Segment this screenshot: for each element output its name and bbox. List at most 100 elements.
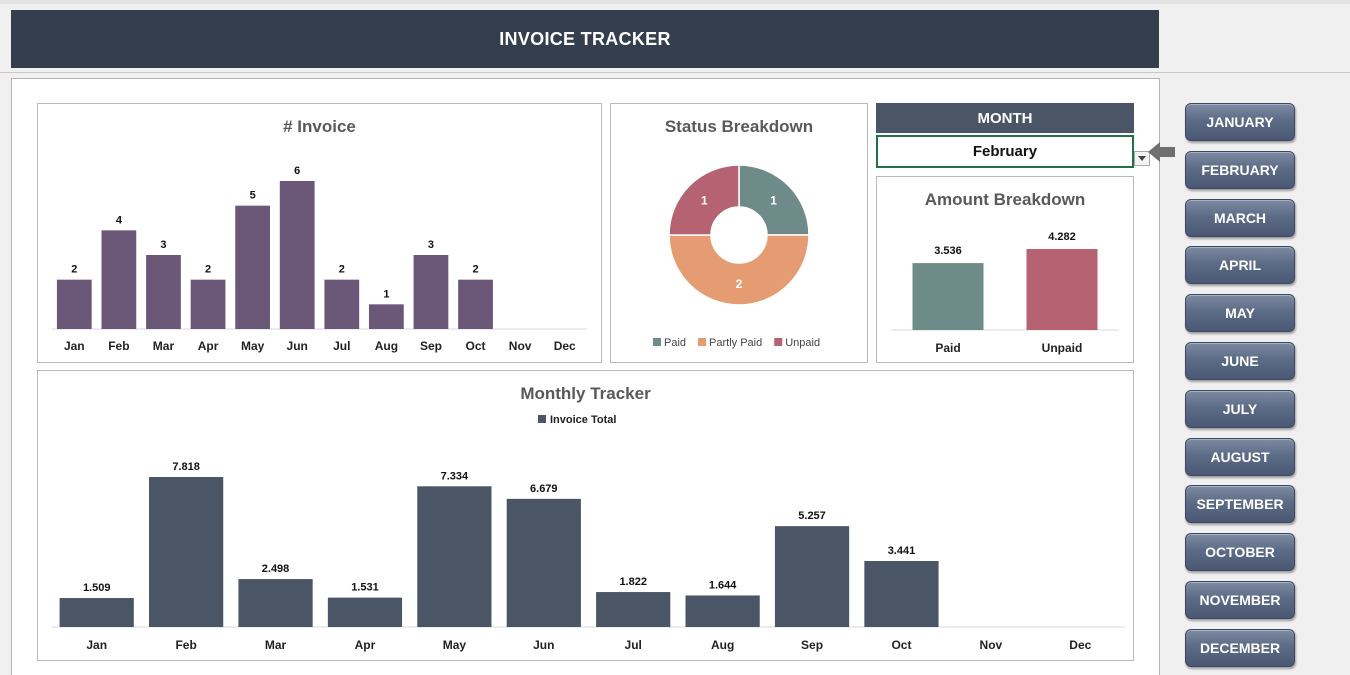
bar-sep [774, 526, 850, 627]
tick-label-nov: Nov [509, 339, 532, 353]
data-label-feb: 7.818 [172, 461, 200, 473]
data-label-aug: 1 [383, 288, 389, 300]
header-divider [0, 72, 1350, 73]
data-label-jul: 2 [339, 264, 345, 276]
data-label-oct: 2 [472, 264, 478, 276]
data-label-mar: 2.498 [262, 563, 290, 575]
bar-apr [327, 597, 403, 627]
amount-breakdown-title: Amount Breakdown [924, 190, 1086, 209]
data-label-feb: 4 [116, 214, 123, 226]
tick-label-oct: Oct [466, 339, 486, 353]
data-label-mar: 3 [160, 239, 166, 251]
tick-label-aug: Aug [711, 638, 734, 652]
tick-label-mar: Mar [153, 339, 175, 353]
tick-label-jul: Jul [625, 638, 642, 652]
slice-label-paid: 1 [770, 193, 777, 207]
dashboard-title: INVOICE TRACKER [499, 28, 671, 49]
data-label-jan: 2 [71, 264, 77, 276]
legend-swatch-invoice-total [538, 415, 546, 423]
month-button-october[interactable]: OCTOBER [1185, 533, 1295, 572]
chevron-down-icon [1138, 156, 1146, 161]
slice-partly-paid [668, 234, 810, 306]
data-label-may: 5 [250, 190, 256, 202]
tick-label-mar: Mar [265, 638, 287, 652]
invoice-count-panel: # Invoice 2 Jan 4 Feb 3 Mar 2 Apr 5 May 6 Jun 2 Jul 1 A… [37, 103, 602, 363]
dashboard-header: INVOICE TRACKER [11, 10, 1159, 68]
tick-label-jan: Jan [86, 638, 107, 652]
bar-jan [56, 279, 92, 329]
slice-label-unpaid: 1 [701, 193, 708, 207]
bar-jul [324, 279, 360, 329]
bar-mar [238, 579, 313, 627]
tick-label-feb: Feb [175, 638, 196, 652]
bar-sep [413, 255, 449, 329]
data-label-jun: 6.679 [530, 483, 558, 495]
month-button-september[interactable]: SEPTEMBER [1185, 485, 1295, 524]
tick-label-dec: Dec [1069, 638, 1091, 652]
legend-swatch-unpaid [774, 338, 783, 346]
tick-label-oct: Oct [891, 638, 911, 652]
month-button-july[interactable]: JULY [1185, 389, 1295, 428]
month-button-november[interactable]: NOVEMBER [1185, 581, 1295, 619]
data-label-oct: 3.441 [888, 545, 916, 557]
data-label-apr: 2 [205, 264, 211, 276]
bar-jan [59, 598, 134, 627]
month-selector-header: MONTH [876, 103, 1134, 133]
month-dropdown-button[interactable] [1134, 151, 1150, 166]
month-button-march[interactable]: MARCH [1185, 198, 1295, 237]
tick-label-aug: Aug [375, 339, 398, 353]
data-label-apr: 1.531 [351, 582, 379, 594]
data-label-may: 7.334 [441, 470, 469, 482]
bar-unpaid [1026, 249, 1098, 330]
data-label-paid: 3.536 [934, 245, 962, 257]
month-button-may[interactable]: MAY [1185, 294, 1295, 333]
bar-mar [146, 255, 181, 329]
legend-label-unpaid: Unpaid [785, 337, 820, 349]
tick-label-jan: Jan [64, 339, 85, 353]
tick-label-may: May [443, 638, 467, 652]
legend-swatch-partly-paid [698, 338, 707, 346]
month-selector-cell[interactable]: February [876, 135, 1134, 168]
bar-apr [190, 279, 226, 329]
bar-oct [458, 279, 493, 329]
monthly-tracker-chart: 1.509 Jan 7.818 Feb 2.498 Mar 1.531 Apr 7.334 May… [52, 414, 1125, 652]
bar-may [235, 205, 271, 329]
monthly-tracker-panel: Monthly Tracker 1.509 Jan 7.818 Feb 2.498 Mar… [37, 370, 1134, 661]
legend-label-paid: Paid [664, 337, 686, 349]
data-label-jun: 6 [294, 165, 300, 177]
tick-label-sep: Sep [420, 339, 442, 353]
bar-jun [506, 498, 581, 627]
month-button-august[interactable]: AUGUST [1185, 437, 1295, 476]
amount-breakdown-chart: 3.536 Paid 4.282 Unpaid [891, 231, 1119, 355]
tick-label-feb: Feb [108, 339, 129, 353]
tick-label-jun: Jun [287, 339, 308, 353]
data-label-jan: 1.509 [83, 582, 111, 594]
bar-aug [685, 595, 760, 627]
month-button-february[interactable]: FEBRUARY [1185, 150, 1295, 189]
legend-label-partly-paid: Partly Paid [709, 337, 762, 349]
month-button-april[interactable]: APRIL [1185, 246, 1295, 285]
data-label-jul: 1.822 [619, 576, 647, 588]
status-donut-chart: 1 2 1 Paid Partly Paid Unpaid [653, 164, 820, 349]
tick-label-jun: Jun [533, 638, 554, 652]
month-button-january[interactable]: JANUARY [1185, 103, 1295, 141]
bar-jul [596, 592, 671, 627]
tick-label-apr: Apr [198, 339, 219, 353]
data-label-sep: 5.257 [798, 510, 826, 522]
month-button-december[interactable]: DECEMBER [1185, 628, 1295, 667]
tick-label-dec: Dec [554, 339, 576, 353]
data-label-aug: 1.644 [709, 579, 737, 591]
tick-label-may: May [241, 339, 265, 353]
bar-oct [864, 560, 939, 627]
month-button-june[interactable]: JUNE [1185, 342, 1295, 380]
monthly-tracker-title: Monthly Tracker [520, 384, 651, 403]
bar-feb [101, 230, 137, 329]
bar-aug [368, 304, 404, 329]
tick-label-nov: Nov [980, 638, 1003, 652]
slice-unpaid [668, 164, 740, 236]
invoice-count-title: # Invoice [283, 117, 356, 136]
slice-paid [738, 164, 810, 236]
tick-label-unpaid: Unpaid [1042, 341, 1083, 355]
status-breakdown-title: Status Breakdown [664, 117, 814, 136]
slice-label-partly-paid: 2 [736, 277, 743, 291]
